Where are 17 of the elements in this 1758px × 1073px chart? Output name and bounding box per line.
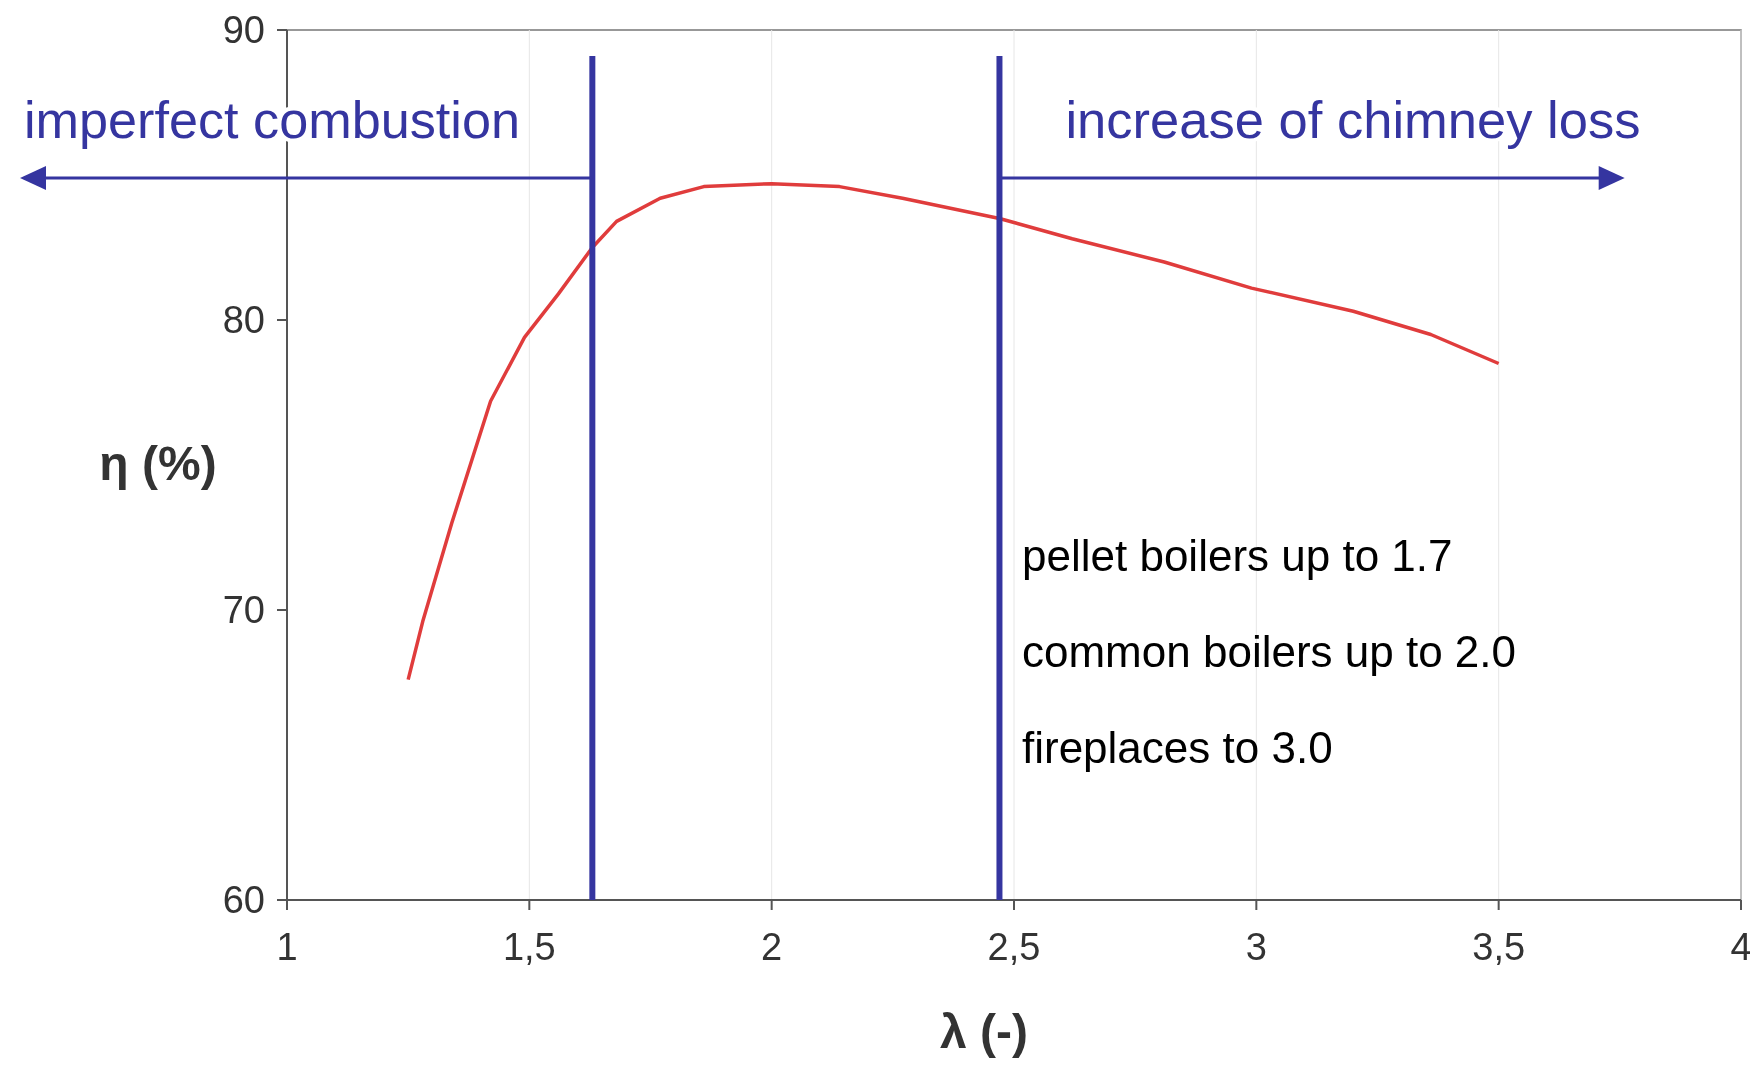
annotation: pellet boilers up to 1.7 (1022, 531, 1453, 580)
x-tick-label: 1,5 (502, 926, 556, 968)
x-axis-title: λ (-) (940, 1005, 1028, 1058)
y-tick-label: 90 (222, 9, 265, 51)
x-tick-label: 3 (1245, 926, 1267, 968)
x-tick-label: 2 (761, 926, 783, 968)
x-tick-label: 1 (276, 926, 298, 968)
y-axis-title: η (%) (99, 436, 217, 490)
annotation: fireplaces to 3.0 (1022, 723, 1333, 772)
y-tick-label: 80 (222, 299, 265, 341)
x-tick-label: 4 (1730, 926, 1752, 968)
annotation: common boilers up to 2.0 (1022, 627, 1517, 676)
x-tick-label: 3,5 (1472, 926, 1526, 968)
y-tick-label: 60 (222, 879, 265, 921)
y-tick-label: 70 (222, 589, 265, 631)
ref-line-label: increase of chimney loss (1065, 91, 1641, 149)
x-tick-label: 2,5 (987, 926, 1041, 968)
